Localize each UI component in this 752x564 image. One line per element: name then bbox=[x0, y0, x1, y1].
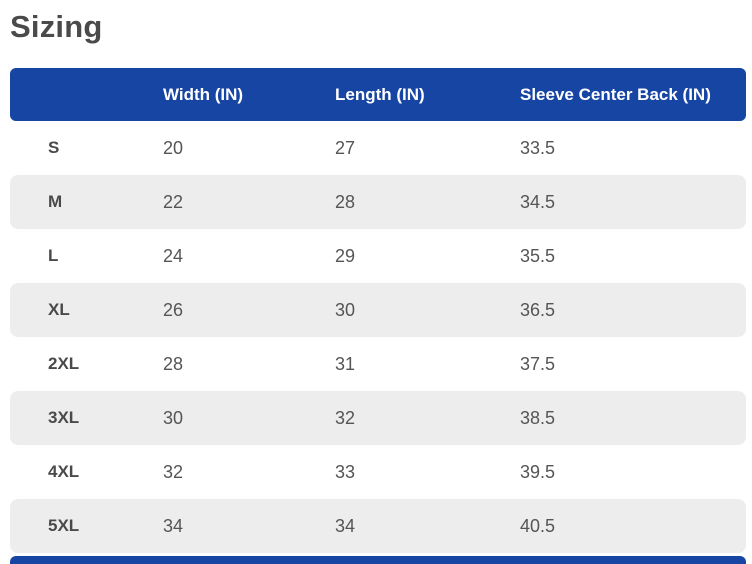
size-label: S bbox=[48, 138, 60, 157]
size-label: L bbox=[48, 246, 59, 265]
sizing-table: Width (IN) Length (IN) Sleeve Center Bac… bbox=[10, 68, 746, 564]
length-value: 28 bbox=[335, 191, 356, 212]
table-row-xl: XL 26 30 36.5 bbox=[10, 283, 746, 337]
sleeve-value: 37.5 bbox=[520, 353, 556, 374]
length-value: 31 bbox=[335, 353, 356, 374]
sleeve-value: 40.5 bbox=[520, 515, 556, 536]
size-label: M bbox=[48, 192, 63, 211]
table-row-m: M 22 28 34.5 bbox=[10, 175, 746, 229]
width-value: 32 bbox=[163, 461, 184, 482]
table-header-row: Width (IN) Length (IN) Sleeve Center Bac… bbox=[10, 68, 746, 121]
table-row-l: L 24 29 35.5 bbox=[10, 229, 746, 283]
size-label: 3XL bbox=[48, 408, 80, 427]
column-header-length: Length (IN) bbox=[335, 84, 425, 104]
width-value: 22 bbox=[163, 191, 184, 212]
size-label: XL bbox=[48, 300, 70, 319]
width-value: 34 bbox=[163, 515, 184, 536]
column-header-sleeve-center-back: Sleeve Center Back (IN) bbox=[520, 84, 711, 104]
sleeve-value: 36.5 bbox=[520, 299, 556, 320]
length-value: 33 bbox=[335, 461, 356, 482]
table-row-4xl: 4XL 32 33 39.5 bbox=[10, 445, 746, 499]
table-body: S 20 27 33.5 M 22 28 34.5 L 24 29 35.5 X… bbox=[10, 121, 746, 553]
sleeve-value: 34.5 bbox=[520, 191, 556, 212]
table-row-s: S 20 27 33.5 bbox=[10, 121, 746, 175]
table-row-5xl: 5XL 34 34 40.5 bbox=[10, 499, 746, 553]
table-row-2xl: 2XL 28 31 37.5 bbox=[10, 337, 746, 391]
length-value: 32 bbox=[335, 407, 356, 428]
width-value: 30 bbox=[163, 407, 184, 428]
width-value: 20 bbox=[163, 137, 184, 158]
sleeve-value: 39.5 bbox=[520, 461, 556, 482]
table-row-3xl: 3XL 30 32 38.5 bbox=[10, 391, 746, 445]
sleeve-value: 38.5 bbox=[520, 407, 556, 428]
size-label: 2XL bbox=[48, 354, 80, 373]
length-value: 27 bbox=[335, 137, 356, 158]
next-table-header-partial bbox=[10, 556, 746, 564]
size-label: 5XL bbox=[48, 516, 80, 535]
length-value: 29 bbox=[335, 245, 356, 266]
sleeve-value: 33.5 bbox=[520, 137, 556, 158]
size-label: 4XL bbox=[48, 462, 80, 481]
width-value: 28 bbox=[163, 353, 184, 374]
sizing-section: Sizing Width (IN) Length (IN) Sleeve Cen… bbox=[0, 7, 752, 564]
sleeve-value: 35.5 bbox=[520, 245, 556, 266]
width-value: 24 bbox=[163, 245, 184, 266]
length-value: 30 bbox=[335, 299, 356, 320]
width-value: 26 bbox=[163, 299, 184, 320]
column-header-width: Width (IN) bbox=[163, 84, 244, 104]
length-value: 34 bbox=[335, 515, 356, 536]
page-title: Sizing bbox=[10, 9, 103, 44]
